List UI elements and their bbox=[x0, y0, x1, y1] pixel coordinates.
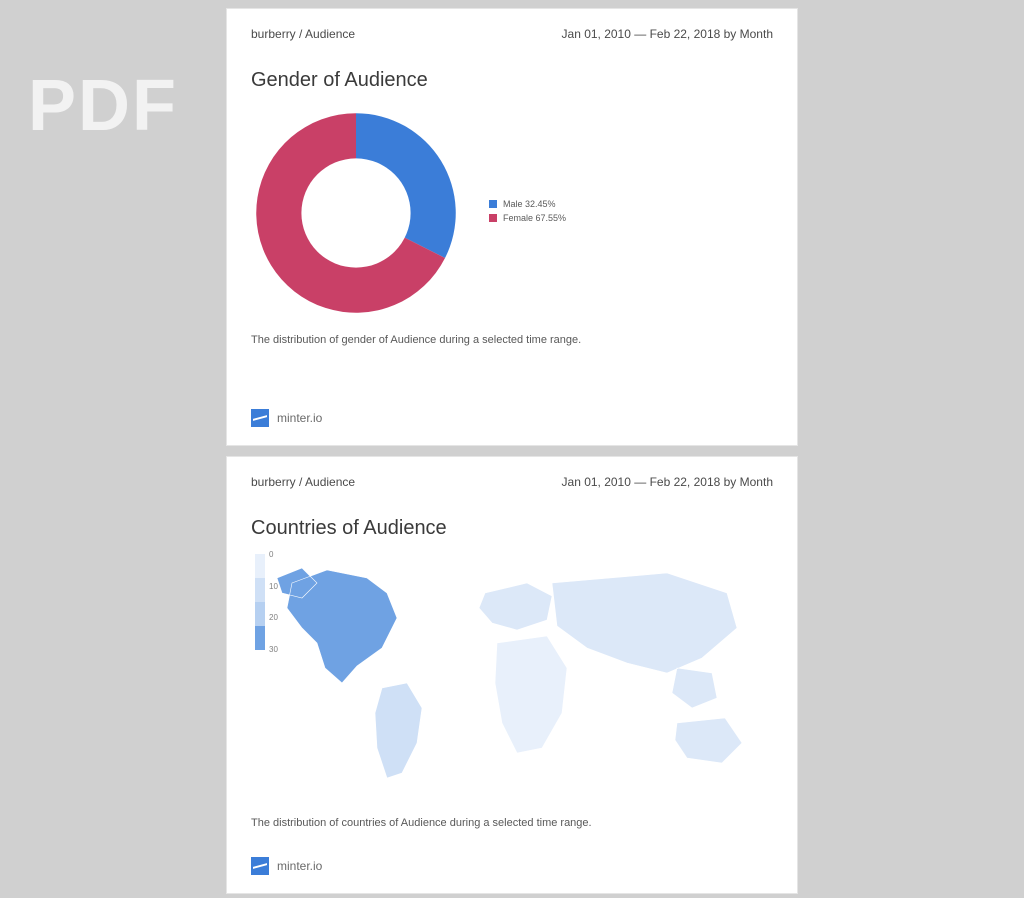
colorbar-tick: 10 bbox=[269, 582, 278, 591]
legend-swatch bbox=[489, 214, 497, 222]
map-region-europe bbox=[479, 583, 552, 630]
map-region-africa bbox=[495, 636, 567, 753]
donut-chart-area: Male 32.45% Female 67.55% bbox=[227, 92, 797, 318]
legend-swatch bbox=[489, 200, 497, 208]
legend-item-male: Male 32.45% bbox=[489, 199, 566, 209]
map-region-north-america bbox=[277, 568, 397, 683]
colorbar-tick: 30 bbox=[269, 645, 278, 654]
footer-brand: minter.io bbox=[277, 411, 322, 425]
page-header: burberry / Audience Jan 01, 2010 — Feb 2… bbox=[227, 457, 797, 489]
colorbar-segment bbox=[255, 602, 265, 626]
minter-logo-icon bbox=[251, 409, 269, 427]
colorbar-segment bbox=[255, 626, 265, 650]
legend-label: Female 67.55% bbox=[503, 213, 566, 223]
page-title: Gender of Audience bbox=[227, 41, 797, 92]
map-colorbar-labels: 0 10 20 30 bbox=[269, 550, 278, 654]
pdf-watermark: PDF bbox=[28, 65, 178, 147]
breadcrumb: burberry / Audience bbox=[251, 475, 355, 489]
page-header: burberry / Audience Jan 01, 2010 — Feb 2… bbox=[227, 9, 797, 41]
date-range: Jan 01, 2010 — Feb 22, 2018 by Month bbox=[562, 475, 773, 489]
chart-caption: The distribution of gender of Audience d… bbox=[227, 318, 797, 346]
legend-item-female: Female 67.55% bbox=[489, 213, 566, 223]
map-region-south-america bbox=[375, 683, 422, 778]
map-colorbar bbox=[255, 554, 265, 650]
map-region-oceania bbox=[675, 718, 742, 763]
legend-label: Male 32.45% bbox=[503, 199, 556, 209]
map-region-asia bbox=[552, 573, 737, 708]
footer-brand: minter.io bbox=[277, 859, 322, 873]
colorbar-segment bbox=[255, 554, 265, 578]
map-chart-area: 0 10 20 30 bbox=[227, 540, 797, 801]
page-footer: minter.io bbox=[251, 409, 322, 427]
page-title: Countries of Audience bbox=[227, 489, 797, 540]
colorbar-tick: 20 bbox=[269, 613, 278, 622]
report-page-countries: burberry / Audience Jan 01, 2010 — Feb 2… bbox=[226, 456, 798, 894]
colorbar-tick: 0 bbox=[269, 550, 278, 559]
minter-logo-icon bbox=[251, 857, 269, 875]
gender-donut-chart bbox=[251, 108, 461, 318]
colorbar-segment bbox=[255, 578, 265, 602]
chart-legend: Male 32.45% Female 67.55% bbox=[489, 199, 566, 227]
report-page-gender: burberry / Audience Jan 01, 2010 — Feb 2… bbox=[226, 8, 798, 446]
breadcrumb: burberry / Audience bbox=[251, 27, 355, 41]
donut-hole bbox=[301, 158, 410, 267]
date-range: Jan 01, 2010 — Feb 22, 2018 by Month bbox=[562, 27, 773, 41]
chart-caption: The distribution of countries of Audienc… bbox=[227, 801, 797, 829]
page-footer: minter.io bbox=[251, 857, 322, 875]
world-map-chart bbox=[247, 548, 767, 796]
